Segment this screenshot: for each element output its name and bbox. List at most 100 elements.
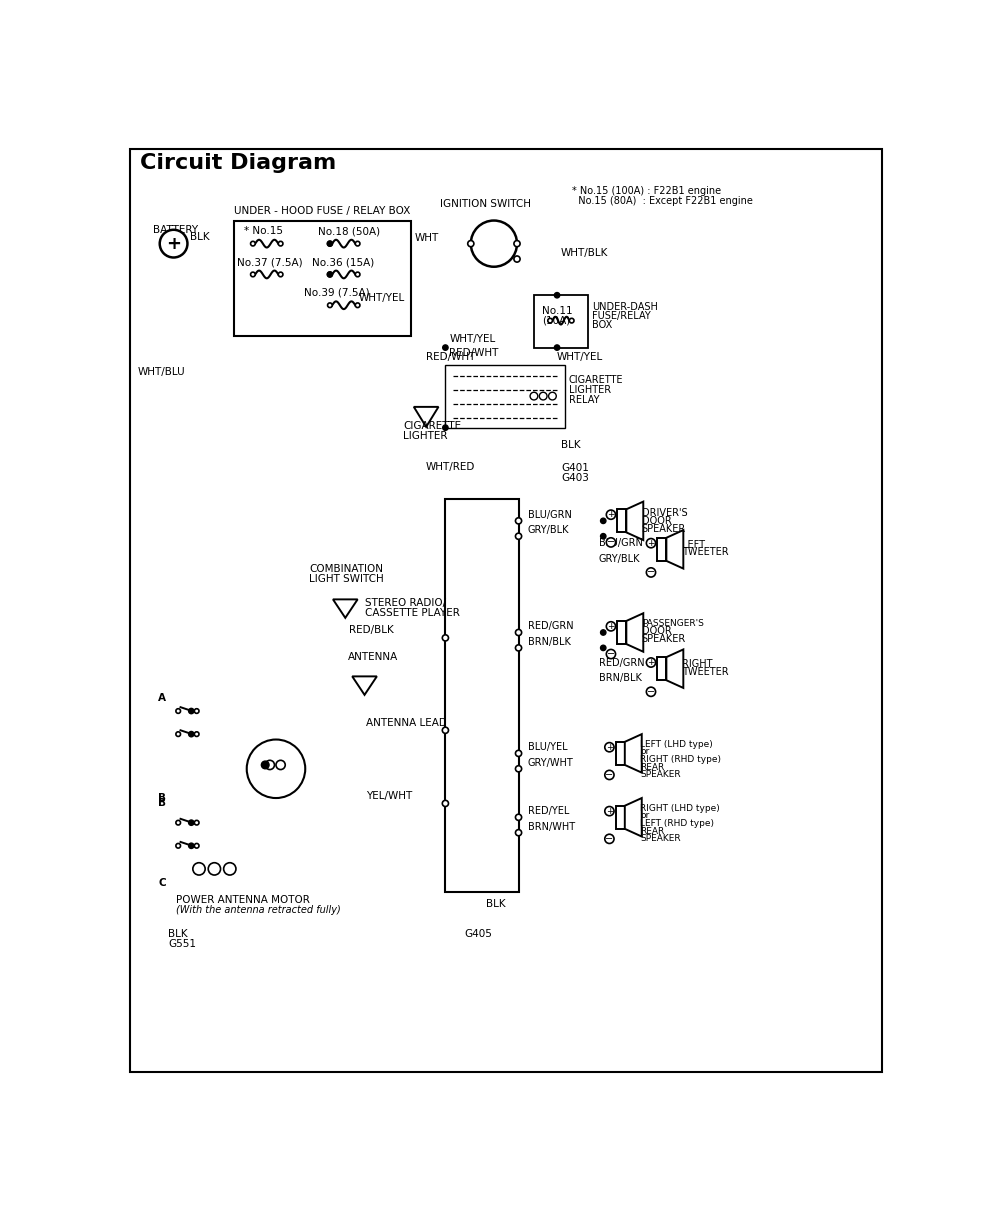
Circle shape: [646, 538, 655, 548]
Text: BLK: BLK: [486, 898, 505, 908]
Circle shape: [554, 293, 559, 297]
Text: LEFT (LHD type): LEFT (LHD type): [640, 740, 712, 748]
Text: RED/WHT: RED/WHT: [426, 352, 475, 361]
Circle shape: [194, 708, 199, 713]
Circle shape: [604, 742, 613, 752]
Text: ANTENNA LEAD: ANTENNA LEAD: [366, 718, 447, 728]
Text: No.11: No.11: [541, 306, 572, 316]
Text: RED/GRN: RED/GRN: [599, 658, 644, 667]
Circle shape: [538, 392, 546, 400]
Circle shape: [188, 820, 194, 826]
Circle shape: [327, 272, 332, 277]
Text: ANTENNA: ANTENNA: [347, 652, 397, 663]
Text: No.36 (15A): No.36 (15A): [312, 258, 374, 267]
Text: −: −: [646, 687, 655, 696]
Text: STEREO RADIO/: STEREO RADIO/: [364, 598, 446, 608]
Circle shape: [599, 533, 605, 539]
Circle shape: [442, 727, 448, 734]
Circle shape: [443, 426, 448, 430]
Circle shape: [176, 731, 180, 736]
Circle shape: [554, 345, 559, 351]
Text: +: +: [606, 621, 614, 631]
Circle shape: [327, 242, 332, 245]
Text: SPEAKER: SPEAKER: [640, 770, 680, 780]
Text: BRN/BLK: BRN/BLK: [528, 637, 570, 647]
Circle shape: [176, 844, 180, 848]
Polygon shape: [624, 734, 641, 773]
Circle shape: [599, 519, 605, 523]
Text: DRIVER'S: DRIVER'S: [641, 508, 686, 519]
Text: SPEAKER: SPEAKER: [641, 634, 685, 643]
Circle shape: [278, 242, 283, 245]
Circle shape: [250, 242, 255, 245]
Circle shape: [194, 821, 199, 825]
Text: CASSETTE PLAYER: CASSETTE PLAYER: [364, 608, 458, 618]
Circle shape: [604, 806, 613, 816]
Text: BLK: BLK: [168, 930, 187, 939]
Text: No.15 (80A)  : Except F22B1 engine: No.15 (80A) : Except F22B1 engine: [572, 196, 752, 207]
Bar: [616, 509, 626, 532]
Circle shape: [605, 621, 615, 631]
Text: No.18 (50A): No.18 (50A): [318, 226, 380, 236]
Text: TWEETER: TWEETER: [681, 548, 728, 557]
Circle shape: [194, 844, 199, 848]
Text: WHT/YEL: WHT/YEL: [556, 352, 602, 361]
Text: or: or: [640, 747, 649, 757]
Text: RIGHT (LHD type): RIGHT (LHD type): [640, 804, 719, 812]
Text: LEFT: LEFT: [681, 539, 704, 550]
Circle shape: [442, 635, 448, 641]
Text: BLU/GRN: BLU/GRN: [599, 538, 642, 548]
Circle shape: [515, 829, 521, 835]
Text: BLU/YEL: BLU/YEL: [528, 742, 567, 752]
Polygon shape: [666, 649, 682, 688]
Circle shape: [569, 318, 574, 323]
Text: RIGHT (RHD type): RIGHT (RHD type): [640, 756, 721, 764]
Bar: [234, 220, 410, 336]
Text: −: −: [604, 770, 613, 780]
Circle shape: [547, 318, 552, 323]
Polygon shape: [624, 798, 641, 837]
Text: No.37 (7.5A): No.37 (7.5A): [238, 258, 303, 267]
Circle shape: [188, 708, 194, 713]
Circle shape: [599, 630, 605, 635]
Text: Circuit Diagram: Circuit Diagram: [140, 152, 335, 173]
Text: RED/WHT: RED/WHT: [449, 348, 498, 358]
Text: ACC: ACC: [482, 245, 504, 255]
Circle shape: [529, 392, 537, 400]
Text: SPEAKER: SPEAKER: [641, 523, 685, 533]
Circle shape: [265, 760, 274, 770]
Text: RED/GRN: RED/GRN: [528, 621, 573, 631]
Text: REAR: REAR: [640, 827, 664, 835]
Circle shape: [246, 740, 305, 798]
Text: WHT/YEL: WHT/YEL: [449, 334, 495, 345]
Text: GRY/BLK: GRY/BLK: [528, 525, 569, 536]
Bar: [615, 805, 624, 829]
Circle shape: [467, 241, 473, 247]
Text: +: +: [647, 539, 654, 548]
Bar: [445, 365, 564, 428]
Text: CIGARETTE: CIGARETTE: [402, 421, 460, 432]
Text: LIGHTER: LIGHTER: [568, 384, 610, 395]
Text: GRY/BLK: GRY/BLK: [599, 554, 640, 563]
Bar: [657, 538, 666, 561]
Polygon shape: [413, 407, 438, 427]
Circle shape: [355, 303, 360, 307]
Text: * No.15: * No.15: [244, 226, 282, 236]
Text: DOOR: DOOR: [641, 626, 670, 636]
Text: B: B: [158, 793, 166, 803]
Bar: [445, 499, 518, 892]
Text: BLK: BLK: [560, 440, 580, 451]
Circle shape: [276, 760, 285, 770]
Circle shape: [515, 630, 521, 636]
Text: G401: G401: [560, 463, 589, 474]
Text: BLU/GRN: BLU/GRN: [528, 510, 571, 520]
Circle shape: [646, 687, 655, 696]
Text: BATTERY: BATTERY: [153, 225, 198, 235]
Text: BRN/BLK: BRN/BLK: [599, 673, 641, 683]
Text: IGNITION SWITCH: IGNITION SWITCH: [440, 198, 530, 209]
Text: WHT/BLK: WHT/BLK: [560, 248, 607, 258]
Text: −: −: [606, 649, 614, 659]
Text: GRY/WHT: GRY/WHT: [528, 758, 573, 768]
Text: BLK: BLK: [189, 232, 209, 243]
Circle shape: [514, 256, 520, 262]
